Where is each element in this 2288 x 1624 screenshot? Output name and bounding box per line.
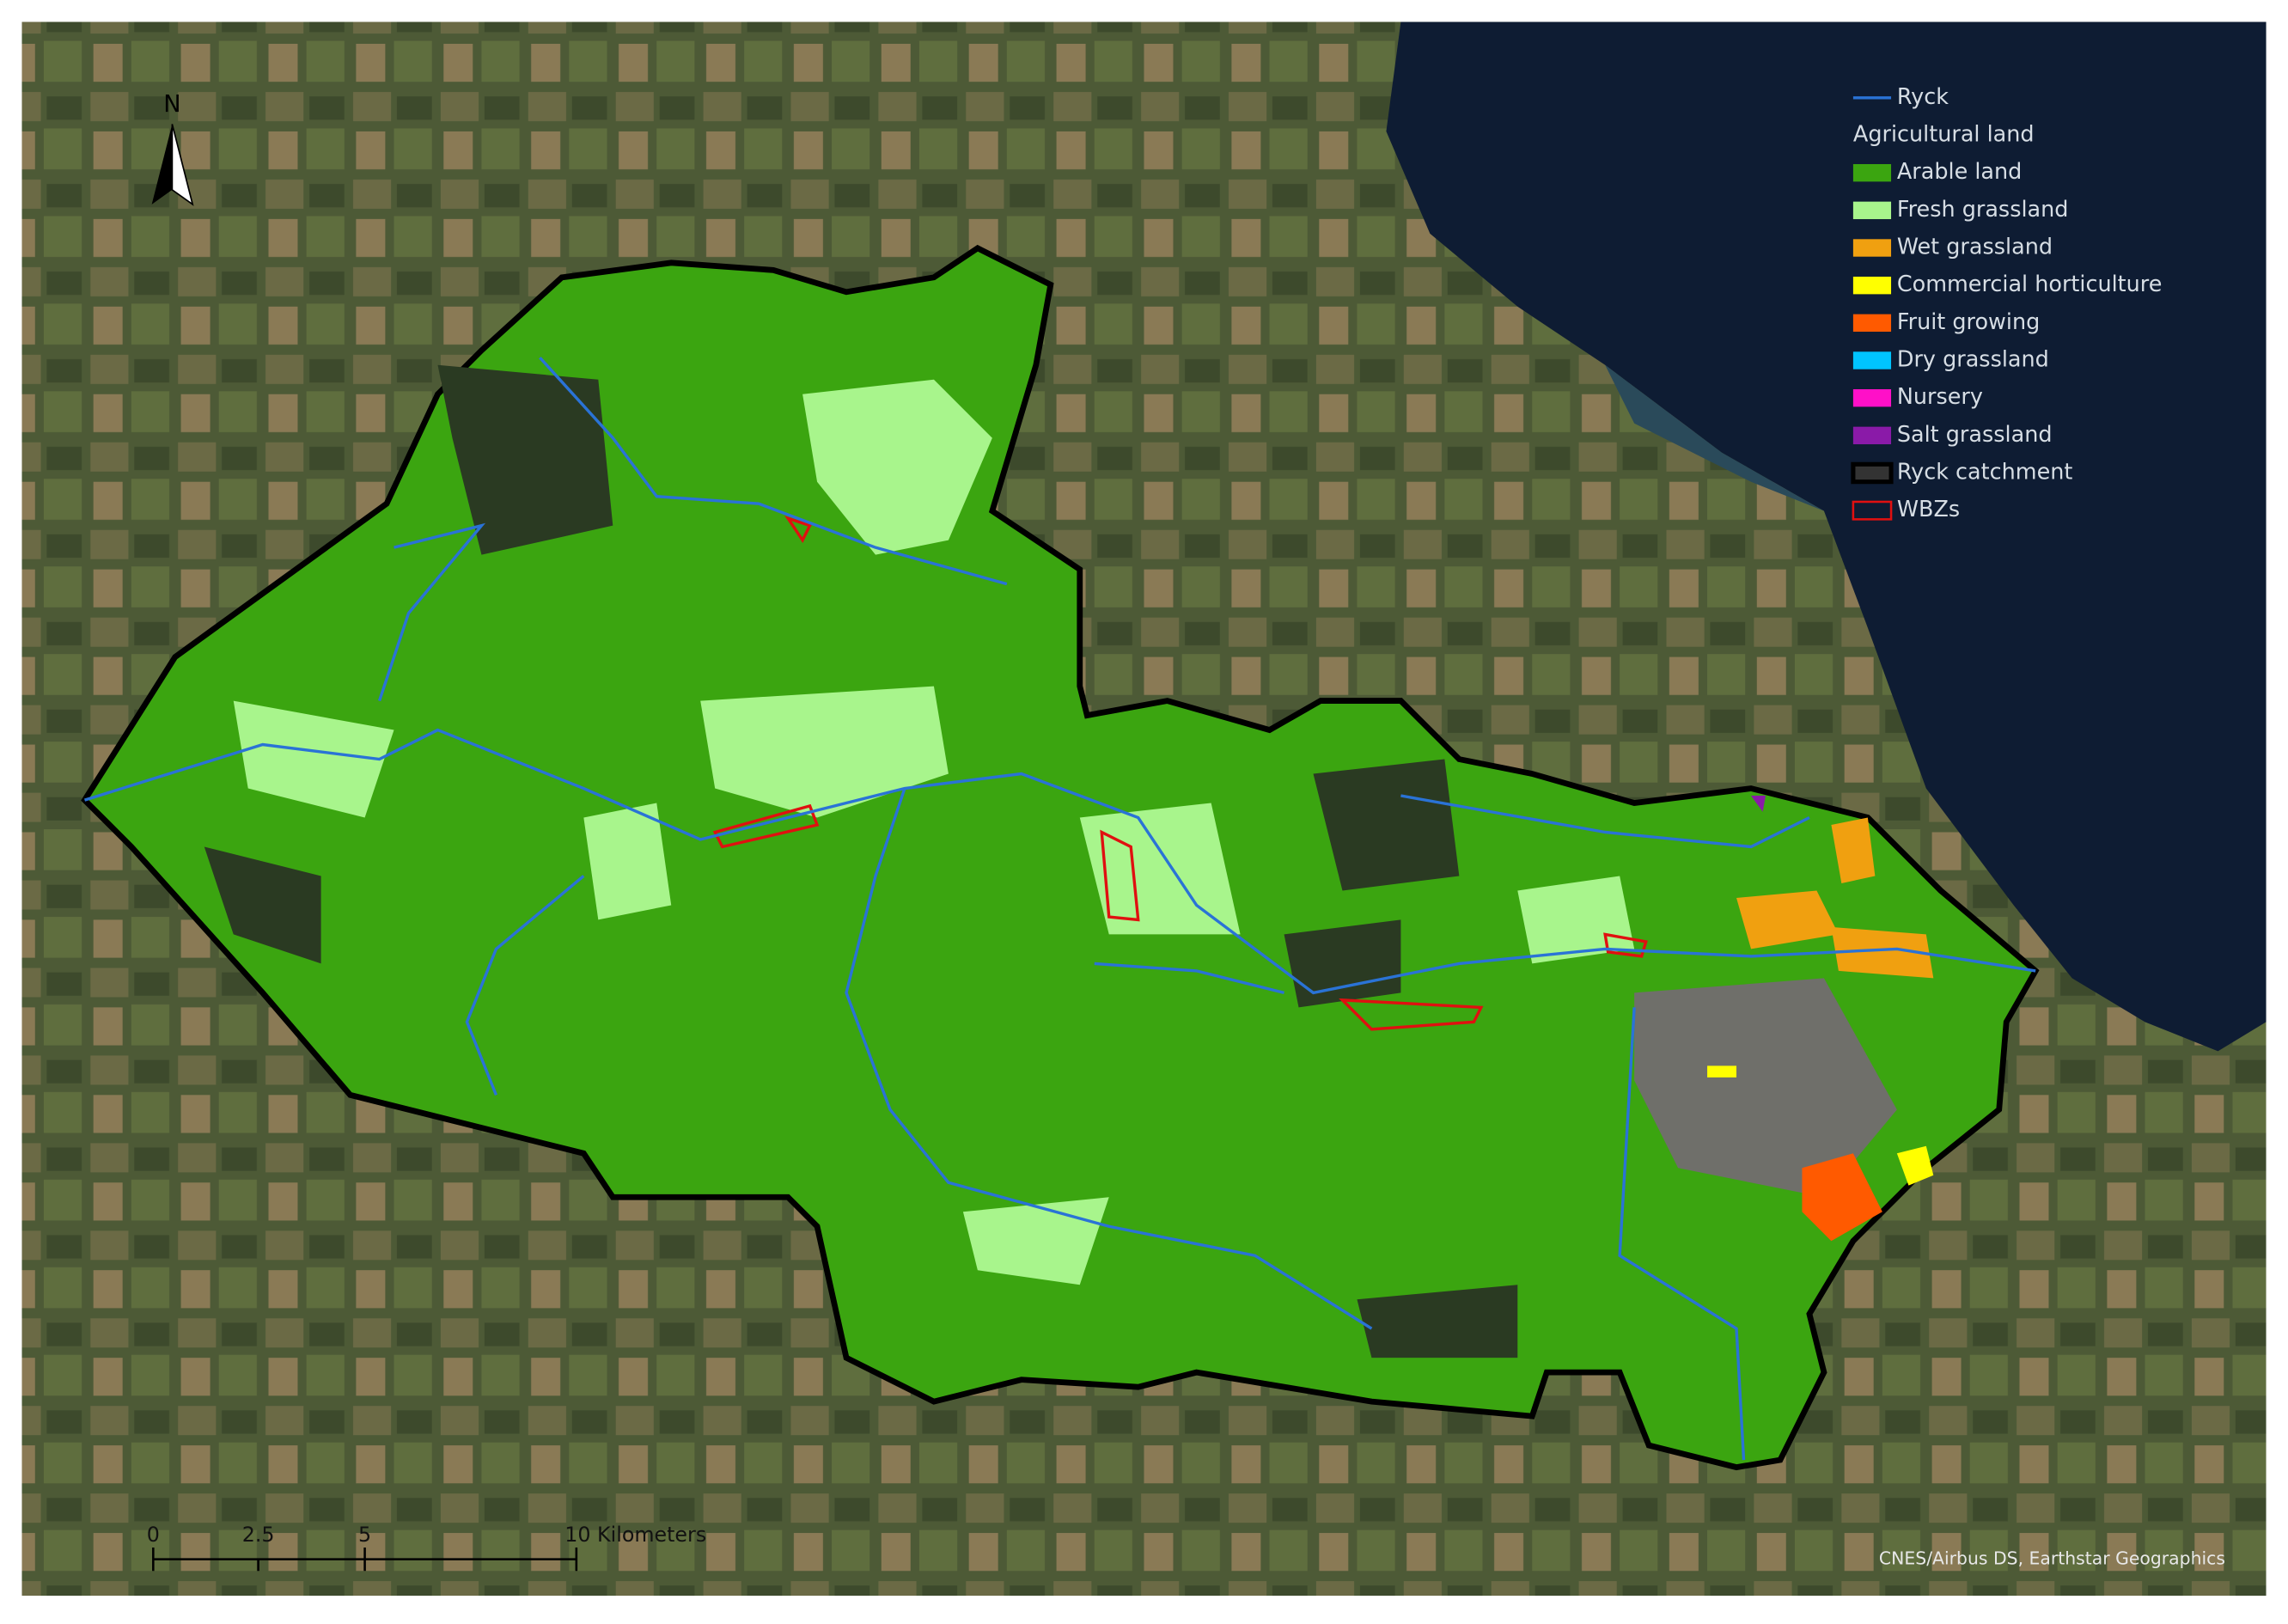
legend-swatch <box>1852 276 1892 295</box>
north-label: N <box>163 91 180 118</box>
legend-swatch <box>1852 163 1892 182</box>
legend-swatch <box>1852 388 1892 407</box>
legend-label: Fruit growing <box>1897 309 2040 335</box>
scale-label: 2.5 <box>242 1523 275 1547</box>
legend-label: Dry grassland <box>1897 347 2049 373</box>
legend-label: Fresh grassland <box>1897 197 2069 223</box>
legend-swatch <box>1852 426 1892 445</box>
land-use-patches <box>204 364 1934 1358</box>
legend-swatch <box>1852 500 1893 521</box>
legend-label: Agricultural land <box>1853 122 2035 148</box>
scale-label: 10 Kilometers <box>564 1523 706 1547</box>
legend-swatch <box>1852 314 1892 333</box>
sea <box>1386 21 2267 1052</box>
legend-label: Nursery <box>1897 384 1983 410</box>
ryck-catchment <box>81 244 2040 1471</box>
scale-label: 5 <box>358 1523 371 1547</box>
legend-swatch <box>1852 201 1892 220</box>
wbz-outlines <box>712 516 1648 1031</box>
attribution: CNES/Airbus DS, Earthstar Geographics <box>1879 1548 2225 1569</box>
legend-swatch <box>1852 239 1892 257</box>
legend: Ryck Agricultural land Arable land Fresh gr… <box>1851 84 2163 522</box>
legend-label: Ryck <box>1897 84 1949 110</box>
legend-label: Ryck catchment <box>1897 460 2073 485</box>
scale-bar: 0 2.5 5 10 Kilometers <box>147 1523 706 1572</box>
legend-label: WBZs <box>1897 497 1960 522</box>
legend-swatch <box>1851 461 1894 485</box>
legend-label: Wet grassland <box>1897 235 2053 260</box>
legend-label: Commercial horticulture <box>1897 272 2163 297</box>
scale-label: 0 <box>147 1523 160 1547</box>
legend-swatch <box>1852 351 1892 369</box>
ryck-river <box>83 357 2036 1461</box>
legend-label: Salt grassland <box>1897 422 2053 448</box>
legend-label: Arable land <box>1897 159 2022 185</box>
